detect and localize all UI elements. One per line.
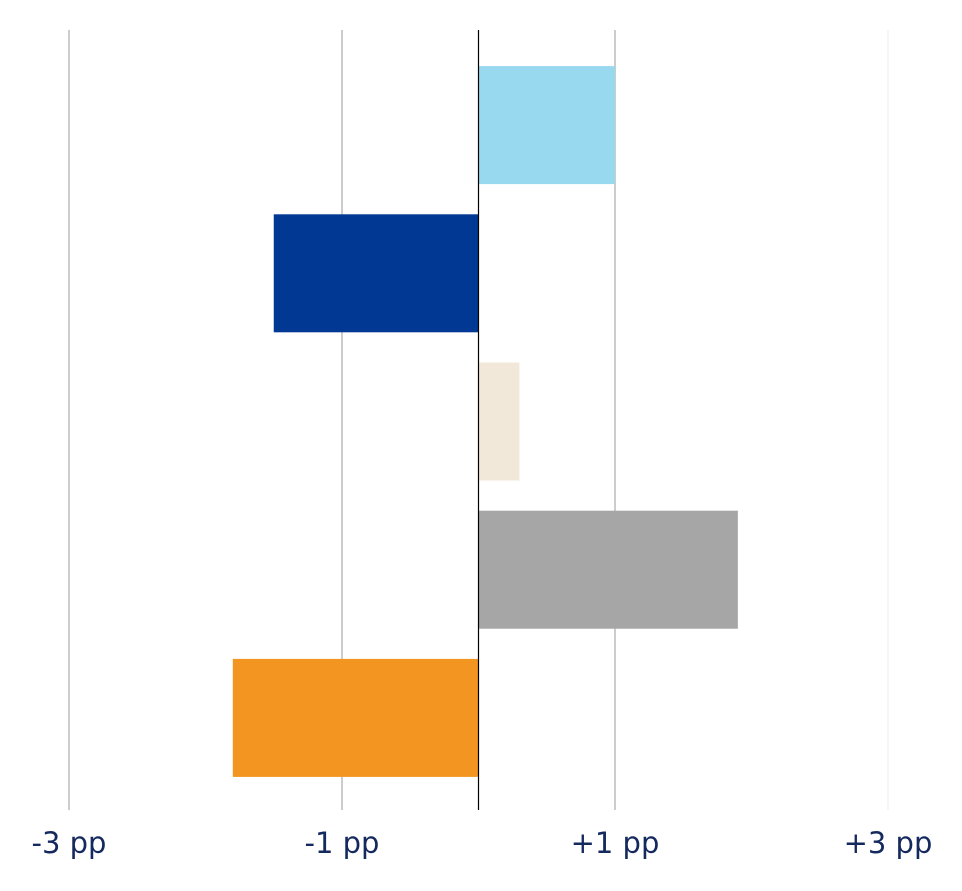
- bar: [232, 658, 479, 777]
- bar: [478, 362, 520, 481]
- x-tick-label: +1 pp: [571, 826, 660, 860]
- bar: [273, 214, 479, 333]
- bar: [478, 510, 738, 629]
- x-tick-label: +3 pp: [844, 826, 933, 860]
- x-tick-label: -3 pp: [32, 826, 107, 860]
- x-tick-label: -1 pp: [305, 826, 380, 860]
- bar: [478, 66, 615, 185]
